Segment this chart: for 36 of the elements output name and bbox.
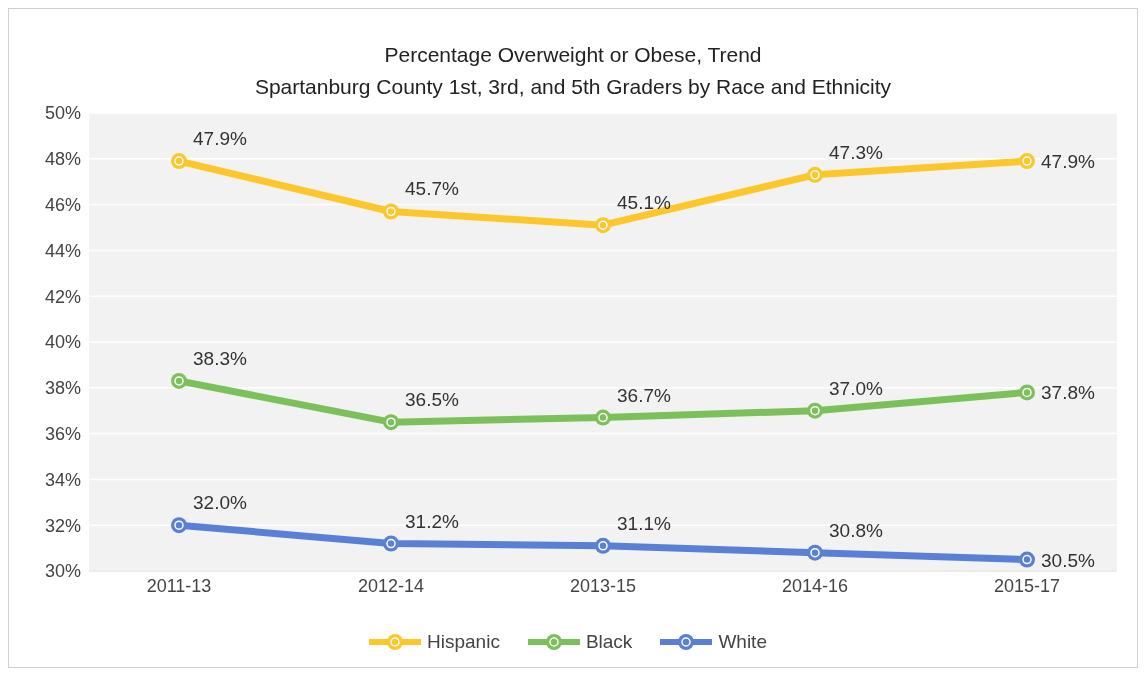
data-label: 47.3% bbox=[829, 141, 883, 163]
x-tick-label: 2014-16 bbox=[781, 575, 849, 596]
y-tick-label: 46% bbox=[44, 194, 81, 215]
y-tick-label: 34% bbox=[44, 469, 81, 490]
data-label: 31.1% bbox=[617, 512, 671, 534]
chart-title: Percentage Overweight or Obese, Trend bbox=[383, 42, 763, 68]
data-label: 45.7% bbox=[405, 178, 459, 200]
chart-subtitle: Spartanburg County 1st, 3rd, and 5th Graders by Race and Ethnicity bbox=[253, 74, 893, 100]
legend-label: Black bbox=[585, 631, 633, 653]
y-tick-label: 48% bbox=[44, 149, 81, 170]
x-tick-label: 2015-17 bbox=[993, 575, 1061, 596]
y-tick-label: 30% bbox=[44, 561, 81, 582]
y-tick-label: 32% bbox=[44, 515, 81, 536]
data-label: 30.5% bbox=[1041, 549, 1095, 571]
y-tick-label: 50% bbox=[44, 103, 81, 124]
data-label: 47.9% bbox=[1041, 151, 1095, 173]
legend-label: Hispanic bbox=[427, 631, 500, 653]
data-label: 38.3% bbox=[193, 347, 247, 369]
data-label: 37.0% bbox=[829, 377, 883, 399]
data-label: 37.8% bbox=[1041, 382, 1095, 404]
data-label: 45.1% bbox=[617, 192, 671, 214]
y-tick-label: 42% bbox=[44, 286, 81, 307]
x-tick-label: 2013-15 bbox=[569, 575, 637, 596]
y-tick-label: 40% bbox=[44, 332, 81, 353]
y-tick-label: 36% bbox=[44, 423, 81, 444]
data-label: 30.8% bbox=[829, 519, 883, 541]
legend-label: White bbox=[718, 631, 767, 653]
data-label: 47.9% bbox=[193, 128, 247, 150]
x-tick-label: 2011-13 bbox=[146, 575, 212, 596]
y-tick-label: 44% bbox=[44, 240, 81, 261]
data-label: 36.5% bbox=[405, 389, 459, 411]
x-tick-label: 2012-14 bbox=[357, 575, 425, 596]
y-tick-label: 38% bbox=[44, 378, 81, 399]
data-label: 36.7% bbox=[617, 384, 671, 406]
data-label: 32.0% bbox=[193, 492, 247, 514]
data-label: 31.2% bbox=[405, 510, 459, 532]
